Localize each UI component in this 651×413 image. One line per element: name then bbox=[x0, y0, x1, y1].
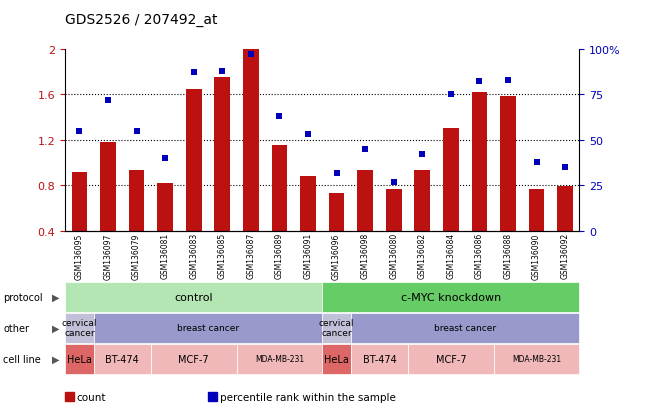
Bar bbox=[129, 171, 145, 231]
Text: MCF-7: MCF-7 bbox=[178, 354, 209, 364]
Point bbox=[503, 77, 513, 84]
Bar bbox=[329, 194, 344, 231]
Text: protocol: protocol bbox=[3, 292, 43, 302]
Bar bbox=[529, 189, 544, 231]
Text: MDA-MB-231: MDA-MB-231 bbox=[512, 354, 561, 363]
Bar bbox=[386, 189, 402, 231]
Text: c-MYC knockdown: c-MYC knockdown bbox=[401, 292, 501, 302]
Point bbox=[132, 128, 142, 135]
Text: BT-474: BT-474 bbox=[363, 354, 396, 364]
Text: breast cancer: breast cancer bbox=[177, 323, 239, 332]
Bar bbox=[186, 89, 202, 231]
Text: MDA-MB-231: MDA-MB-231 bbox=[255, 354, 304, 363]
Point bbox=[531, 159, 542, 166]
Bar bbox=[471, 93, 487, 231]
Text: ▶: ▶ bbox=[52, 292, 60, 302]
Bar bbox=[214, 78, 230, 231]
Bar bbox=[557, 187, 573, 231]
Text: breast cancer: breast cancer bbox=[434, 323, 496, 332]
Text: ▶: ▶ bbox=[52, 323, 60, 333]
Point bbox=[189, 70, 199, 76]
Point bbox=[217, 68, 227, 75]
Text: MCF-7: MCF-7 bbox=[436, 354, 466, 364]
Bar bbox=[100, 143, 116, 231]
Text: cervical
cancer: cervical cancer bbox=[319, 318, 354, 337]
Text: BT-474: BT-474 bbox=[105, 354, 139, 364]
Bar bbox=[500, 97, 516, 231]
Bar bbox=[357, 171, 373, 231]
Bar bbox=[72, 172, 87, 231]
Point bbox=[303, 132, 313, 138]
Bar bbox=[243, 50, 258, 231]
Bar bbox=[271, 146, 287, 231]
Text: count: count bbox=[77, 392, 106, 402]
Text: percentile rank within the sample: percentile rank within the sample bbox=[220, 392, 396, 402]
Text: GDS2526 / 207492_at: GDS2526 / 207492_at bbox=[65, 13, 217, 27]
Point bbox=[274, 114, 284, 120]
Bar bbox=[158, 183, 173, 231]
Point bbox=[445, 92, 456, 98]
Point bbox=[560, 164, 570, 171]
Point bbox=[103, 97, 113, 104]
Text: cell line: cell line bbox=[3, 354, 41, 364]
Point bbox=[160, 155, 171, 162]
Text: ▶: ▶ bbox=[52, 354, 60, 364]
Point bbox=[74, 128, 85, 135]
Text: HeLa: HeLa bbox=[67, 354, 92, 364]
Point bbox=[360, 146, 370, 153]
Text: HeLa: HeLa bbox=[324, 354, 349, 364]
Text: cervical
cancer: cervical cancer bbox=[62, 318, 97, 337]
Bar bbox=[300, 177, 316, 231]
Text: control: control bbox=[174, 292, 213, 302]
Bar bbox=[443, 129, 459, 231]
Text: other: other bbox=[3, 323, 29, 333]
Point bbox=[389, 179, 399, 185]
Point bbox=[245, 52, 256, 58]
Point bbox=[417, 152, 428, 158]
Point bbox=[331, 170, 342, 176]
Point bbox=[474, 79, 484, 85]
Bar bbox=[415, 171, 430, 231]
